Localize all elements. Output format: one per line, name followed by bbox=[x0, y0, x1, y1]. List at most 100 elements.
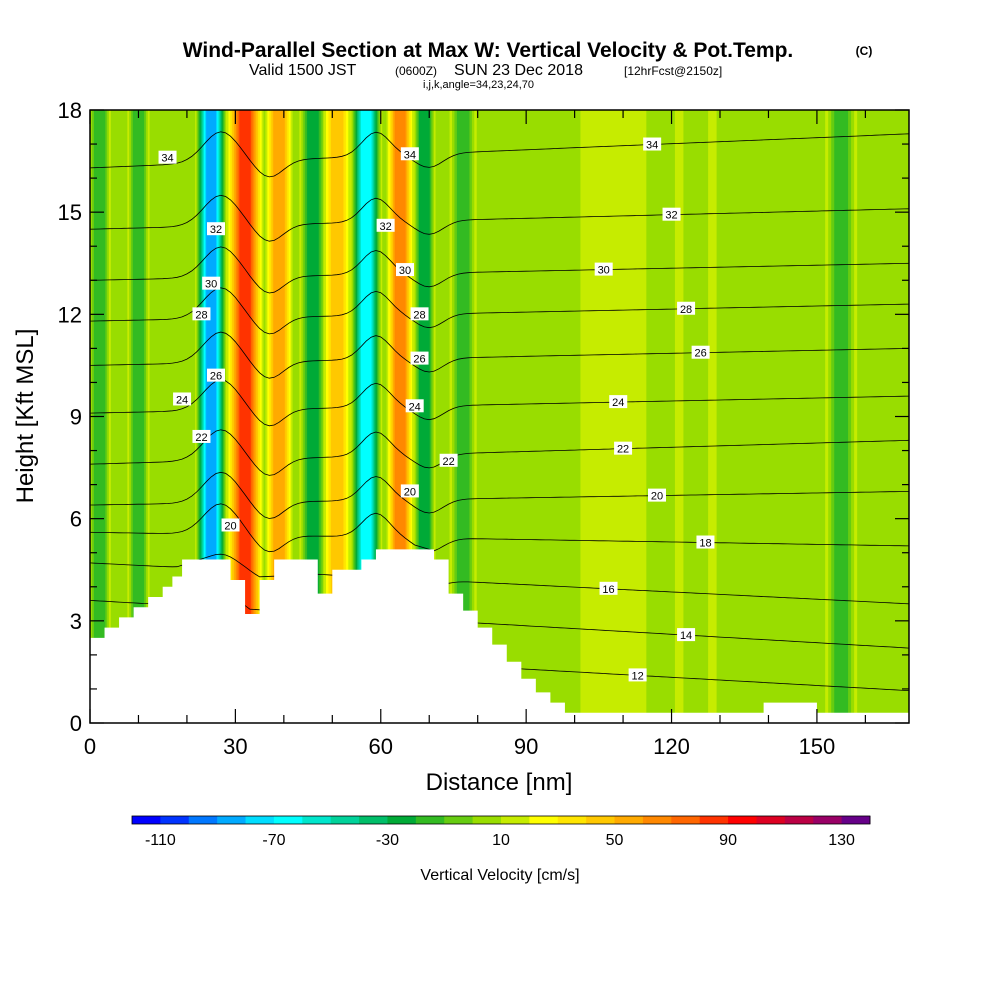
theta-label-bg bbox=[207, 222, 225, 236]
theta-label-text: 12 bbox=[631, 670, 643, 682]
theta-label-bg bbox=[696, 535, 715, 549]
theta-contour-14 bbox=[90, 600, 909, 649]
theta-contour-20 bbox=[90, 471, 909, 519]
theta-label-mountain-6: 22 bbox=[192, 429, 211, 444]
y-tick-label: 9 bbox=[70, 405, 82, 430]
y-tick-label: 3 bbox=[70, 609, 82, 634]
theta-label-bg bbox=[691, 345, 710, 359]
theta-label-mountain-15: 20 bbox=[400, 484, 419, 498]
theta-contour-16 bbox=[90, 553, 909, 605]
x-tick-label: 120 bbox=[653, 734, 690, 759]
colorbar-tick-label: -110 bbox=[145, 832, 176, 849]
velocity-band-7-8 bbox=[361, 110, 372, 723]
colorbar-swatch bbox=[359, 816, 388, 824]
theta-label-bg bbox=[202, 276, 221, 290]
theta-label-mountain-13: 24 bbox=[405, 399, 424, 413]
colorbar-tick-label: -30 bbox=[376, 832, 399, 849]
colorbar-tick-label: 10 bbox=[492, 832, 510, 849]
x-tick-label: 30 bbox=[223, 734, 247, 759]
theta-label-bg bbox=[614, 441, 633, 455]
colorbar-tick-label: 90 bbox=[719, 832, 737, 849]
theta-label-text: 32 bbox=[210, 224, 222, 236]
theta-label-20: 20 bbox=[648, 488, 666, 503]
contour-labels: 12 14 16 18 20 22 24 26 28 30 32 34 34 32 30 28 26 24 22 20… bbox=[158, 137, 715, 682]
theta-label-mountain-4: 26 bbox=[207, 368, 225, 383]
theta-label-bg bbox=[400, 484, 419, 498]
theta-label-text: 34 bbox=[646, 140, 658, 152]
colorbar-swatch bbox=[501, 816, 530, 824]
chart-subtitle-indices: i,j,k,angle=34,23,24,70 bbox=[423, 79, 534, 91]
theta-label-text: 22 bbox=[195, 432, 207, 444]
theta-label-text: 14 bbox=[680, 630, 692, 642]
velocity-band-10-3 bbox=[456, 110, 470, 723]
theta-label-bg bbox=[192, 429, 211, 443]
theta-label-22: 22 bbox=[614, 441, 633, 456]
theta-label-34: 34 bbox=[643, 137, 662, 152]
y-tick-label: 15 bbox=[58, 200, 82, 225]
chart-subtitle-date: SUN 23 Dec 2018 bbox=[454, 62, 583, 79]
theta-label-mountain-1: 32 bbox=[207, 222, 225, 236]
theta-label-bg bbox=[173, 392, 192, 406]
theta-label-bg bbox=[594, 262, 613, 276]
theta-label-bg bbox=[207, 368, 225, 382]
colorbar-swatch bbox=[330, 816, 360, 824]
colorbar-swatch bbox=[217, 816, 247, 824]
theta-label-text: 30 bbox=[598, 265, 610, 277]
colorbar-frame bbox=[131, 815, 871, 825]
theta-label-bg bbox=[405, 399, 424, 413]
theta-label-bg bbox=[628, 668, 647, 682]
theta-contour-22 bbox=[90, 429, 909, 476]
theta-label-bg bbox=[376, 218, 395, 232]
theta-label-text: 34 bbox=[404, 149, 416, 161]
theta-label-text: 20 bbox=[651, 491, 663, 503]
colorbar-swatch bbox=[586, 816, 616, 824]
colorbar-swatch bbox=[132, 816, 161, 824]
chart-subtitle-main: Valid 1500 JST bbox=[249, 62, 357, 79]
theta-label-text: 32 bbox=[379, 221, 391, 233]
colorbar-swatch bbox=[841, 816, 871, 824]
colorbar-swatch bbox=[642, 816, 672, 824]
theta-label-bg bbox=[221, 518, 240, 532]
colorbar-swatch bbox=[813, 816, 843, 824]
theta-label-14: 14 bbox=[677, 628, 696, 642]
theta-label-bg bbox=[192, 307, 211, 321]
x-tick-label: 150 bbox=[799, 734, 836, 759]
colorbar-swatch bbox=[671, 816, 701, 824]
theta-label-mountain-0: 34 bbox=[158, 150, 177, 165]
y-tick-label: 0 bbox=[70, 711, 82, 736]
theta-label-text: 24 bbox=[612, 397, 624, 409]
colorbar-tick-label: 130 bbox=[828, 832, 855, 849]
colorbar-swatch bbox=[160, 816, 190, 824]
chart-subtitle-z: (0600Z) bbox=[395, 64, 437, 78]
theta-label-bg bbox=[396, 263, 414, 277]
theta-label-bg bbox=[643, 137, 662, 151]
colorbar-swatch bbox=[472, 816, 502, 824]
chart-subtitle-fcst: [12hrFcst@2150z] bbox=[624, 64, 722, 78]
chart-title: Wind-Parallel Section at Max W: Vertical… bbox=[183, 39, 794, 62]
colorbar-swatch bbox=[557, 816, 587, 824]
theta-label-text: 32 bbox=[665, 210, 677, 222]
theta-label-mountain-3: 28 bbox=[192, 307, 211, 321]
velocity-band-3-7 bbox=[239, 110, 251, 723]
velocity-band-4-4 bbox=[273, 110, 285, 723]
theta-label-text: 24 bbox=[409, 401, 421, 413]
theta-label-24: 24 bbox=[609, 395, 628, 409]
theta-label-text: 22 bbox=[442, 456, 454, 468]
theta-label-bg bbox=[662, 207, 681, 221]
y-tick-label: 18 bbox=[58, 98, 82, 123]
colorbar-swatch bbox=[188, 816, 218, 824]
theta-label-30: 30 bbox=[594, 262, 613, 277]
chart-title-units: (C) bbox=[856, 44, 873, 58]
theta-contour-32 bbox=[90, 194, 909, 242]
theta-label-text: 28 bbox=[680, 304, 692, 316]
x-tick-label: 60 bbox=[369, 734, 393, 759]
theta-label-bg bbox=[410, 351, 429, 365]
velocity-band-13-3 bbox=[834, 110, 849, 723]
theta-label-mountain-11: 28 bbox=[410, 307, 429, 321]
colorbar-swatch bbox=[756, 816, 786, 824]
theta-label-bg bbox=[609, 395, 628, 409]
colorbar-swatch bbox=[302, 816, 332, 824]
theta-label-text: 28 bbox=[413, 309, 425, 321]
velocity-band-1-3 bbox=[132, 110, 145, 723]
